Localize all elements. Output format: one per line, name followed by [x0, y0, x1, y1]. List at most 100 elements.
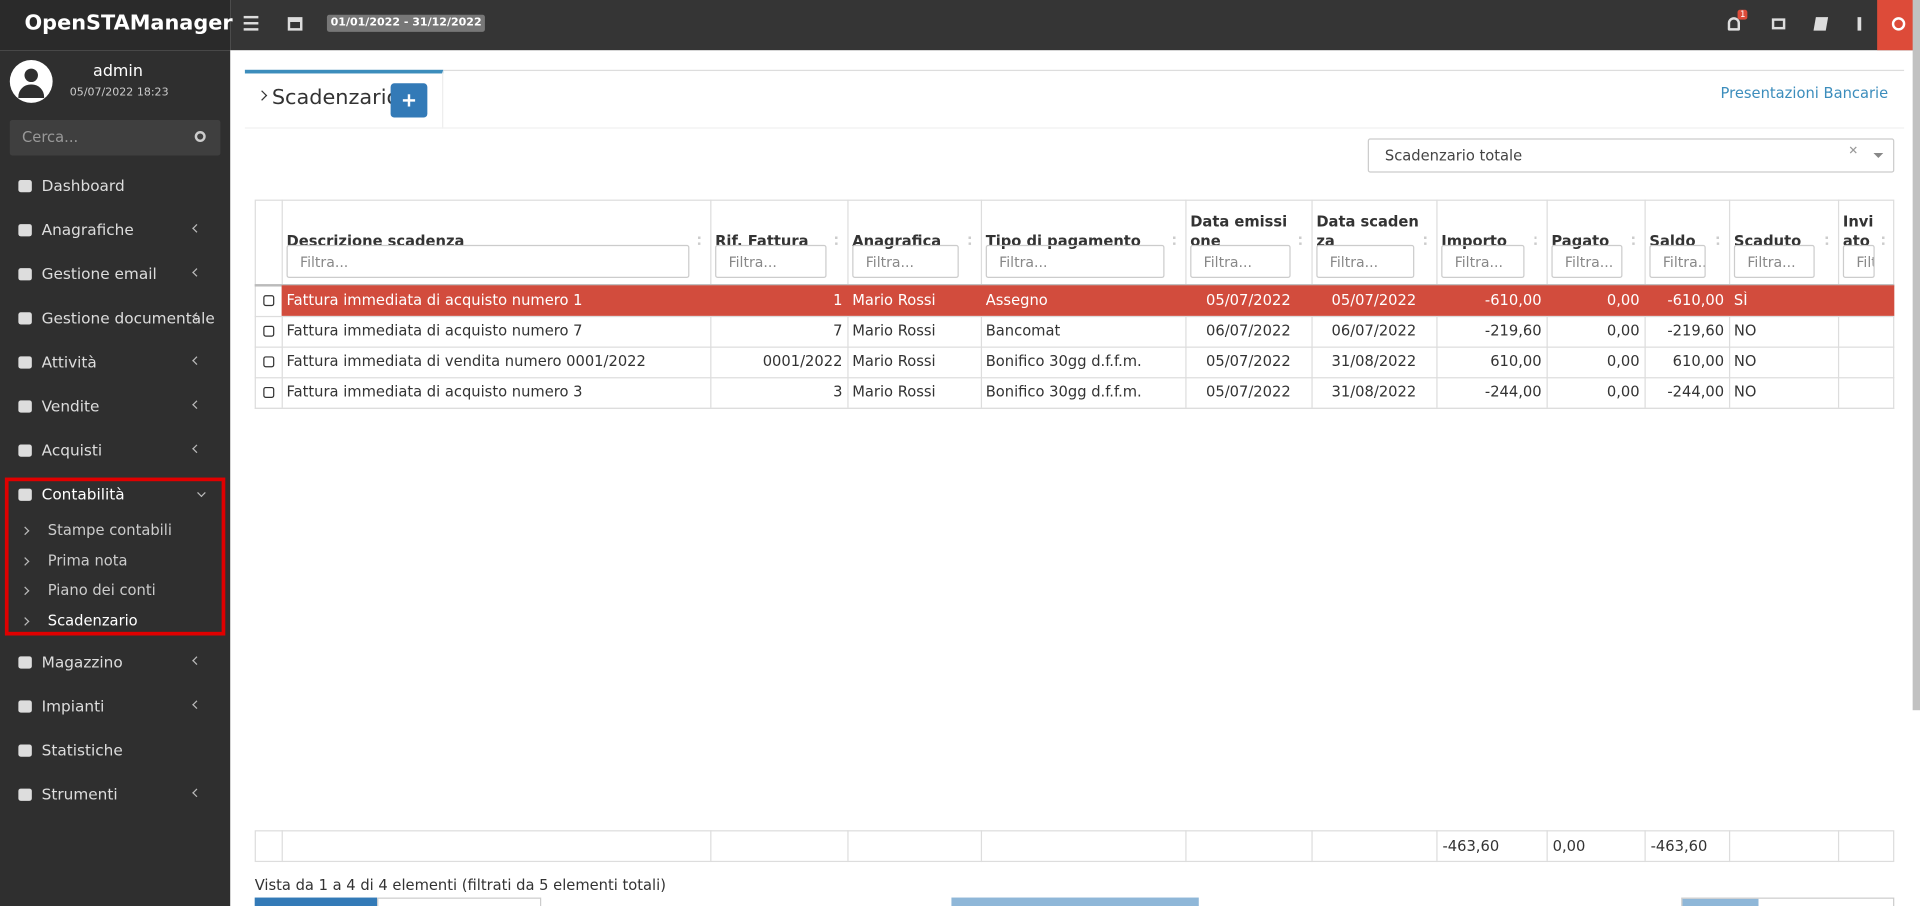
filter-select-value: Scadenzario totale [1384, 146, 1523, 165]
submenu-item[interactable]: Prima nota [47, 551, 128, 569]
table-info: Vista da 1 a 4 di 4 elementi (filtrati d… [254, 876, 666, 894]
pagination[interactable] [1681, 897, 1895, 906]
cell: NO [1733, 322, 1757, 340]
total-cell: -463,60 [1650, 837, 1708, 855]
calendar-icon[interactable] [287, 17, 303, 31]
search-box[interactable]: Cerca... [9, 120, 221, 156]
sort-icon [697, 236, 702, 245]
highlight-box [4, 477, 226, 636]
column-filter[interactable]: Filtra... [715, 244, 827, 278]
sort-icon [1882, 236, 1886, 245]
total-cell: -463,60 [1442, 837, 1500, 855]
submenu-item[interactable]: Piano dei conti [47, 581, 156, 599]
row-checkbox[interactable] [263, 356, 275, 368]
menu-item[interactable]: Vendite [41, 396, 100, 416]
menu-item[interactable]: Acquisti [41, 440, 103, 460]
row-checkbox[interactable] [263, 295, 275, 307]
cell: 06/07/2022 [1206, 322, 1291, 340]
menu-toggle[interactable] [243, 15, 259, 19]
info-icon[interactable] [1857, 17, 1862, 31]
cell: Fattura immediata di vendita numero 0001… [286, 352, 646, 370]
cell: 0,00 [1606, 383, 1640, 401]
filter-placeholder: Filtra... [1856, 253, 1873, 271]
column-filter[interactable]: Filtra... [985, 244, 1165, 278]
bank-link[interactable]: Presentazioni Bancarie [1720, 84, 1889, 102]
column-filter[interactable]: Filtra... [1649, 244, 1706, 278]
menu-item[interactable]: Statistiche [41, 740, 123, 760]
menu-icon [18, 224, 32, 237]
cell: 05/07/2022 [1206, 383, 1291, 401]
date-range[interactable]: 01/01/2022 - 31/12/2022 [326, 14, 486, 32]
cell: Mario Rossi [852, 383, 936, 401]
menu-item[interactable]: Gestione email [41, 264, 157, 283]
column-filter[interactable]: Filtra... [852, 244, 959, 278]
cell: Mario Rossi [852, 352, 936, 370]
cell: Fattura immediata di acquisto numero 1 [286, 291, 583, 309]
menu-item[interactable]: Magazzino [41, 652, 123, 672]
header-divider [244, 127, 1905, 129]
column-filter[interactable]: Filtra... [1441, 244, 1525, 278]
filter-placeholder: Filtra... [1662, 253, 1705, 271]
cell: 05/07/2022 [1206, 352, 1291, 370]
cell: Assegno [985, 291, 1048, 309]
guide-icon[interactable] [1813, 17, 1829, 31]
user-datetime: 05/07/2022 18:23 [69, 86, 169, 100]
dropdown-arrow [1873, 153, 1884, 163]
cell: 31/08/2022 [1331, 352, 1417, 370]
plus-v [407, 94, 411, 107]
avatar-body [18, 84, 45, 98]
page-title: Scadenzario [271, 85, 400, 111]
column-filter[interactable]: Filtra... [1190, 244, 1291, 278]
row-checkbox[interactable] [263, 386, 275, 398]
menu-item[interactable]: Gestione documentale [41, 308, 215, 327]
load-button[interactable] [951, 897, 1199, 906]
sort-icon [1173, 236, 1177, 245]
total-cell: 0,00 [1552, 837, 1586, 855]
totals-divider [1837, 830, 1840, 863]
menu-item[interactable]: Contabilità [41, 484, 125, 504]
cell: 0001/2022 [762, 352, 843, 370]
column-filter[interactable]: Filtra... [1733, 244, 1815, 278]
cell: 06/07/2022 [1331, 322, 1417, 340]
menu-item[interactable]: Attività [41, 352, 97, 372]
totals-divider [1185, 830, 1187, 863]
box-top-border [244, 69, 1905, 72]
totals-divider [1311, 830, 1313, 863]
sort-icon [835, 236, 839, 245]
column-filter[interactable]: Filtra... [1551, 244, 1623, 278]
filter-placeholder: Filtra... [1203, 253, 1252, 271]
cell: 0,00 [1606, 291, 1640, 309]
sort-icon [1825, 236, 1830, 245]
cell: 31/08/2022 [1331, 383, 1417, 401]
menu-item[interactable]: Dashboard [41, 176, 125, 195]
cell: 3 [833, 383, 843, 401]
menu-icon [18, 400, 32, 413]
cell: 05/07/2022 [1206, 291, 1291, 309]
brand[interactable]: OpenSTAManager [24, 11, 233, 36]
menu-item[interactable]: Strumenti [41, 784, 118, 804]
page-select[interactable] [377, 897, 542, 906]
menu-item[interactable]: Anagrafiche [41, 220, 134, 239]
cell: -219,60 [1484, 322, 1542, 340]
column-filter[interactable]: Filtra... [1842, 244, 1875, 278]
cell: Fattura immediata di acquisto numero 3 [286, 383, 583, 401]
row-checkbox[interactable] [263, 325, 275, 337]
cell: 610,00 [1490, 352, 1542, 370]
print-icon[interactable] [1771, 18, 1786, 30]
column-filter[interactable]: Filtra... [286, 244, 690, 278]
menu-item[interactable]: Impianti [41, 696, 105, 716]
submenu-item[interactable]: Scadenzario [47, 611, 138, 629]
avatar-head [24, 68, 38, 83]
notifications-icon[interactable] [1727, 17, 1740, 31]
search-placeholder: Cerca... [22, 128, 79, 146]
page-button[interactable] [254, 897, 378, 906]
cell: 7 [833, 322, 843, 340]
column-filter[interactable]: Filtra... [1316, 244, 1415, 278]
filter-select[interactable]: Scadenzario totale [1367, 138, 1895, 173]
menu-icon [18, 700, 32, 713]
add-button[interactable] [390, 83, 428, 118]
brand-bar [0, 0, 231, 51]
totals-border [254, 830, 1895, 863]
submenu-item[interactable]: Stampe contabili [47, 521, 172, 539]
cell: -610,00 [1484, 291, 1542, 309]
